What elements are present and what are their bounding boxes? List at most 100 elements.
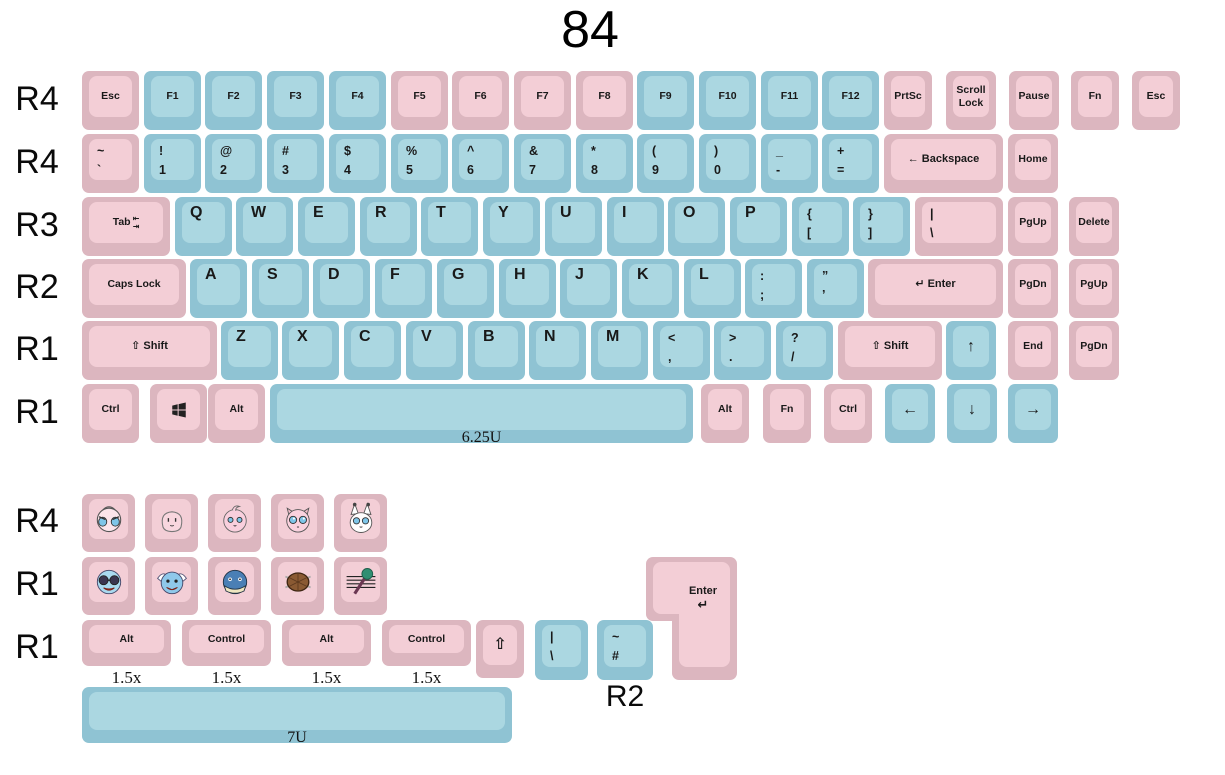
row-label: R4 (15, 142, 59, 181)
keycap-top: ”’ (814, 264, 857, 305)
key-legend: F7 (536, 90, 549, 103)
keycap-top: Fn (770, 389, 804, 430)
keycap-top: W (243, 202, 286, 243)
key-esc-2: Esc (1132, 71, 1180, 130)
keycap-top: ! 1 (151, 139, 194, 180)
keycap-top: Scroll Lock (953, 76, 989, 117)
arrow-legend: ← (902, 400, 918, 418)
key-legend: Caps Lock (107, 278, 161, 291)
key-legend: F6 (474, 90, 487, 103)
key-legend: PrtSc (894, 90, 922, 103)
key-legend: I (622, 204, 627, 221)
row-label: R4 (15, 79, 59, 118)
keycap-top: :; (752, 264, 795, 305)
key-legend: F11 (780, 90, 799, 103)
key-y: Y (483, 197, 540, 256)
keycap-top (215, 499, 254, 539)
keycap-top: ↓ (954, 389, 990, 430)
key-f10: F10 (699, 71, 756, 130)
keycap-top: B (475, 326, 518, 367)
key-legend: Control (407, 632, 446, 645)
key-legend: X (297, 328, 308, 345)
key-tab: Tab ⇤ ⇥ (82, 197, 170, 256)
key-n: N (529, 321, 586, 380)
keycap-top (215, 562, 254, 602)
igglybuff-icon (217, 501, 253, 537)
key-legend: Q (190, 204, 203, 221)
key-legend: ⇧ Shift (871, 340, 909, 353)
key-6: ^ 6 (452, 134, 509, 193)
key-legend: P (745, 204, 756, 221)
key-b: B (468, 321, 525, 380)
key-z: Z (221, 321, 278, 380)
key-novelty-jigglypuff-back (82, 494, 135, 552)
key-scroll-lock: Scroll Lock (946, 71, 996, 130)
ditto-icon (154, 501, 190, 537)
key-legend: F8 (598, 90, 611, 103)
key-7: & 7 (514, 134, 571, 193)
key-f3: F3 (267, 71, 324, 130)
key-equals: + = (822, 134, 879, 193)
key-enter: ↵ Enter (868, 259, 1003, 318)
keycap-top: ) 0 (706, 139, 749, 180)
key-legend: F4 (351, 90, 364, 103)
key-5: % 5 (391, 134, 448, 193)
key-legend: V (421, 328, 432, 345)
keycap-top (157, 389, 200, 430)
keycap-top: N (536, 326, 579, 367)
key-legend: Alt (229, 403, 244, 416)
keycap-top (277, 389, 686, 430)
key-legend: | \ (930, 207, 934, 240)
key-f6: F6 (452, 71, 509, 130)
key-novelty-squirtle-sunglasses (82, 557, 135, 615)
keycap-top: Alt (89, 625, 164, 653)
key-legend: Y (498, 204, 509, 221)
key-f5: F5 (391, 71, 448, 130)
keycap-top: P (737, 202, 780, 243)
keycap-top: O (675, 202, 718, 243)
key-win (150, 384, 207, 443)
key-legend: F5 (413, 90, 426, 103)
row-label: R1 (15, 628, 59, 666)
key-size-label: 1.5x (311, 668, 342, 687)
keycap-top: R (367, 202, 410, 243)
keycap-top: Pause (1016, 76, 1052, 117)
key-legend: W (251, 204, 267, 221)
key-novelty-wartortle (145, 557, 198, 615)
keycap-top: PgUp (1015, 202, 1051, 243)
keycap-top: F3 (274, 76, 317, 117)
key-g: G (437, 259, 494, 318)
row-label: R4 (15, 502, 59, 540)
key-legend: ! 1 (159, 144, 166, 177)
key-pgup: PgUp (1008, 197, 1058, 256)
keycap-top: PgDn (1076, 326, 1112, 367)
keycap-top: ↑ (953, 326, 989, 367)
row-label: R1 (15, 565, 59, 603)
keycap-top: Control (389, 625, 464, 653)
keycap-top (341, 562, 380, 602)
key-minus: _ - (761, 134, 818, 193)
key-legend: ⇧ Shift (131, 340, 168, 353)
keycap-top: A (197, 264, 240, 305)
wigglytuff-icon (343, 501, 379, 537)
keycap-top: | \ (922, 202, 996, 243)
key-legend: C (359, 328, 371, 345)
key-v: V (406, 321, 463, 380)
key-esc: Esc (82, 71, 139, 130)
key-hash-iso: ~ # (597, 620, 653, 680)
key-legend: {[ (807, 207, 812, 240)
key-backspace: ← Backspace (884, 134, 1003, 193)
key-legend: R (375, 204, 387, 221)
keycap-top: F6 (459, 76, 502, 117)
key-legend: #3 (282, 144, 289, 177)
keycap-top: End (1015, 326, 1051, 367)
key-legend: ? / (791, 331, 799, 364)
keycap-top: Q (182, 202, 225, 243)
keycap-top (152, 499, 191, 539)
key-alt-15-1: Alt (82, 620, 171, 666)
key-legend: Fn (780, 403, 794, 416)
key-semicolon: :; (745, 259, 802, 318)
row-label: R2 (15, 267, 59, 306)
wartortle-icon (154, 564, 190, 600)
